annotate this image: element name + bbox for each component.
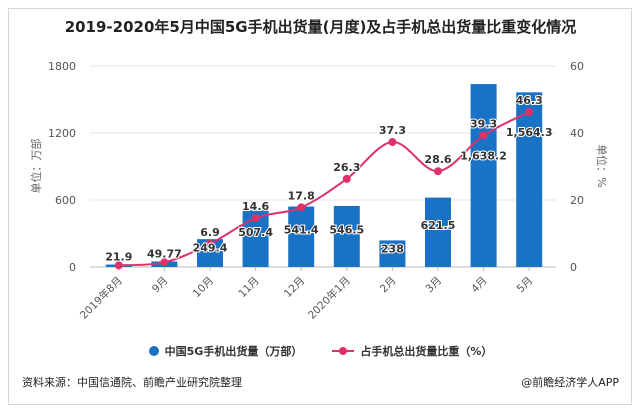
line-point (434, 167, 442, 176)
bar (379, 240, 406, 267)
line-point (479, 131, 488, 140)
line-point (160, 258, 169, 267)
x-tick-label: 4月 (469, 275, 490, 296)
line-data-label: 37.3 (379, 124, 406, 137)
x-tick-label: 2020年1月 (305, 274, 353, 322)
bar-data-label: 621.5 (421, 219, 456, 232)
bar-data-label: 249.4 (193, 242, 228, 255)
line-data-label: 46.3 (516, 94, 543, 107)
line-point (342, 174, 351, 183)
bar-data-label: 21.9 (105, 251, 132, 264)
x-tick-label: 11月 (236, 275, 261, 300)
line-data-label: 26.3 (333, 161, 360, 174)
legend-line-label: 占手机总出货量比重（%） (360, 345, 493, 358)
line-data-label: 17.8 (288, 189, 315, 202)
y-axis-label: 单位：万部 (29, 139, 43, 194)
bar-data-label: 238 (381, 242, 404, 255)
line-point (297, 203, 306, 212)
bar (470, 84, 497, 268)
bar-data-label: 49.77 (147, 247, 182, 260)
legend-item-bar[interactable]: 中国5G手机出货量（万部） (148, 343, 303, 359)
y2-tick-label: 40 (570, 127, 584, 140)
legend-bar-label: 中国5G手机出货量（万部） (164, 345, 303, 358)
line-series (118, 111, 530, 267)
x-tick-label: 10月 (191, 275, 216, 300)
legend-bar-swatch (148, 346, 159, 356)
brand-note: @前瞻经济学人APP (521, 376, 619, 389)
legend-item-line[interactable]: 占手机总出货量比重（%） (332, 343, 492, 359)
legend: 中国5G手机出货量（万部） 占手机总出货量比重（%） (0, 343, 641, 359)
bar-data-label: 541.4 (284, 224, 319, 237)
y2-axis-label: 单位：% (595, 144, 609, 187)
line-data-label: 14.6 (242, 200, 269, 213)
y2-tick-label: 60 (570, 60, 584, 73)
bar-data-label: 1,638.2 (460, 149, 507, 162)
frame-border (8, 8, 632, 405)
line-point (206, 239, 214, 248)
x-tick-label: 2019年8月 (77, 274, 125, 322)
bar (425, 197, 451, 267)
chart-title: 2019-2020年5月中国5G手机出货量(月度)及占手机总出货量比重变化情况 (64, 18, 577, 36)
bar-data-label: 1,564.3 (506, 126, 553, 139)
x-tick-label: 12月 (282, 275, 307, 300)
line-point (525, 107, 534, 116)
bar (516, 92, 543, 268)
y2-tick-label: 0 (570, 261, 577, 274)
x-tick-label: 9月 (150, 275, 171, 296)
line-point (251, 214, 260, 223)
x-tick-label: 2月 (378, 275, 399, 296)
x-tick-label: 5月 (515, 275, 536, 296)
legend-line-swatch (332, 347, 355, 355)
line-data-label: 6.9 (200, 226, 220, 239)
line-data-label: 28.6 (424, 153, 451, 166)
y-tick-label: 1200 (48, 127, 76, 140)
y-tick-label: 1800 (48, 60, 76, 73)
bar (288, 206, 315, 267)
y-tick-label: 0 (69, 261, 76, 274)
y-tick-label: 600 (55, 194, 76, 207)
x-tick-label: 3月 (423, 275, 444, 296)
bar-data-label: 507.4 (238, 226, 273, 239)
y2-tick-label: 20 (570, 194, 584, 207)
source-note: 资料来源：中国信通院、前瞻产业研究院整理 (22, 376, 242, 389)
line-point (114, 261, 123, 270)
bar-data-label: 546.5 (329, 223, 364, 236)
bar (333, 205, 360, 267)
line-point (388, 138, 397, 147)
line-data-label: 39.3 (470, 117, 497, 130)
